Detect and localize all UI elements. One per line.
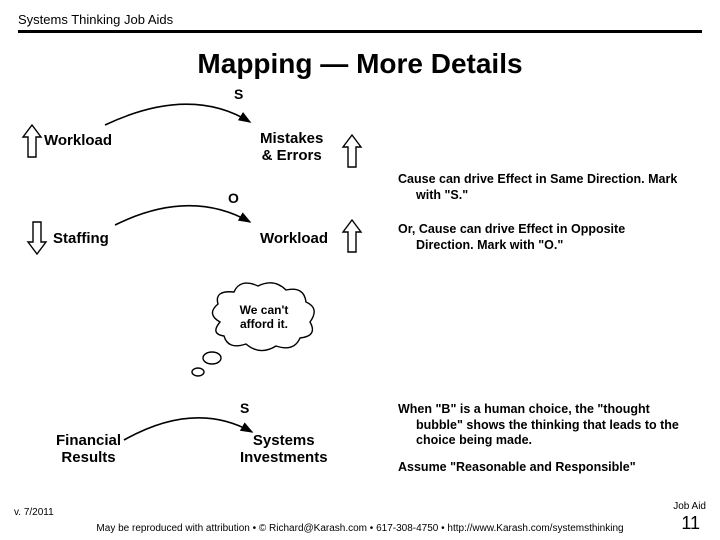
loop2-polarity: O <box>228 190 239 206</box>
loop2-right-node: Workload <box>260 230 328 247</box>
explain1-line2: with "S." <box>398 188 698 204</box>
footer-version: v. 7/2011 <box>14 507 54 518</box>
loop2-left-node: Staffing <box>53 230 109 247</box>
explain3-line3: choice being made. <box>398 433 698 449</box>
loop1-left-node: Workload <box>44 132 112 149</box>
explain3-line1: When "B" is a human choice, the "thought <box>398 402 650 416</box>
explain2-line1: Or, Cause can drive Effect in Opposite <box>398 222 625 236</box>
loop1-polarity: S <box>234 86 243 102</box>
explain-opposite-direction: Or, Cause can drive Effect in Opposite D… <box>398 222 698 253</box>
thought-bubble-text: We can't afford it. <box>232 304 296 332</box>
header-label: Systems Thinking Job Aids <box>18 12 173 27</box>
loop1-right-node: Mistakes & Errors <box>260 130 323 165</box>
explain-same-direction: Cause can drive Effect in Same Direction… <box>398 172 698 203</box>
explain-thought-bubble: When "B" is a human choice, the "thought… <box>398 402 698 449</box>
explain-assume: Assume "Reasonable and Responsible" <box>398 460 698 476</box>
explain2-line2: Direction. Mark with "O." <box>398 238 698 254</box>
page-title: Mapping — More Details <box>0 48 720 80</box>
loop3-polarity: S <box>240 400 249 416</box>
footer-attribution: May be reproduced with attribution • © R… <box>0 523 720 534</box>
loop3-right-node: Systems Investments <box>240 432 328 467</box>
explain3-line2: bubble" shows the thinking that leads to… <box>398 418 698 434</box>
loop3-left-node: Financial Results <box>56 432 121 467</box>
footer-jobaid-label: Job Aid <box>673 501 706 512</box>
header-rule <box>18 30 702 33</box>
explain1-line1: Cause can drive Effect in Same Direction… <box>398 172 677 186</box>
